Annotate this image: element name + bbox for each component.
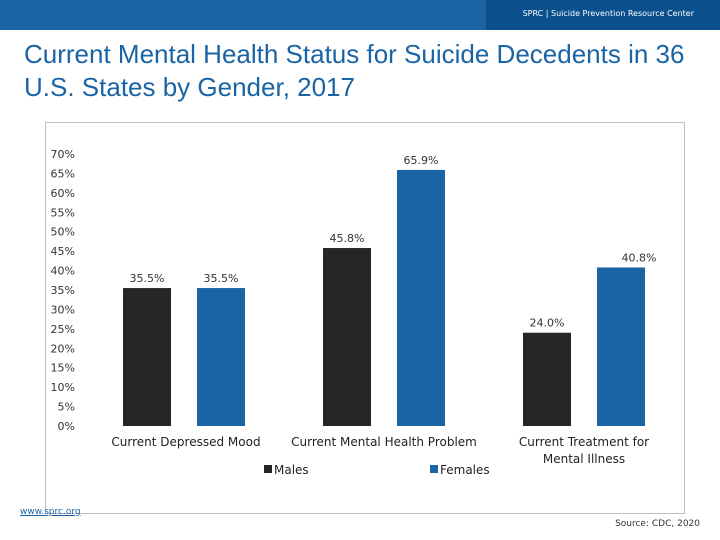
header-bar: SPRC | Suicide Prevention Resource Cente… xyxy=(0,0,720,30)
data-label: 35.5% xyxy=(204,272,239,285)
bar-females-3 xyxy=(597,267,645,426)
y-tick-label: 10% xyxy=(51,381,75,394)
bar-females-1 xyxy=(197,288,245,426)
data-label: 45.8% xyxy=(330,232,365,245)
y-tick-label: 0% xyxy=(58,420,75,433)
page-title: Current Mental Health Status for Suicide… xyxy=(24,39,685,102)
y-tick-label: 55% xyxy=(51,206,75,219)
website-link[interactable]: www.sprc.org xyxy=(20,507,81,517)
bar-males-2 xyxy=(323,248,371,426)
legend-label-males: Males xyxy=(274,463,309,477)
bar-females-2 xyxy=(397,169,445,426)
y-tick-label: 60% xyxy=(51,187,75,200)
y-tick-label: 50% xyxy=(51,226,75,239)
category-label: Current Treatment for xyxy=(519,435,649,449)
source-note: Source: CDC, 2020 xyxy=(615,519,700,529)
y-tick-label: 35% xyxy=(51,284,75,297)
y-tick-label: 45% xyxy=(51,245,75,258)
data-label: 24.0% xyxy=(530,317,565,330)
data-label: 35.5% xyxy=(130,272,165,285)
bar-males-1 xyxy=(123,288,171,426)
data-label: 65.9% xyxy=(404,154,439,167)
legend-swatch-females xyxy=(430,465,438,473)
y-tick-label: 65% xyxy=(51,167,75,180)
category-label: Current Depressed Mood xyxy=(111,435,260,449)
bar-males-3 xyxy=(523,332,571,426)
y-tick-label: 40% xyxy=(51,265,75,278)
header-tab xyxy=(486,0,720,30)
y-tick-label: 30% xyxy=(51,303,75,316)
y-tick-label: 5% xyxy=(58,401,75,414)
data-label: 40.8% xyxy=(622,251,657,264)
category-label: Current Mental Health Problem xyxy=(291,435,477,449)
y-tick-label: 15% xyxy=(51,362,75,375)
legend-label-females: Females xyxy=(440,463,490,477)
org-name: SPRC | Suicide Prevention Resource Cente… xyxy=(522,9,694,18)
chart-frame xyxy=(45,122,685,514)
y-tick-label: 20% xyxy=(51,342,75,355)
category-label: Mental Illness xyxy=(543,452,625,466)
y-tick-label: 25% xyxy=(51,323,75,336)
y-tick-label: 70% xyxy=(51,148,75,161)
legend-swatch-males xyxy=(264,465,272,473)
